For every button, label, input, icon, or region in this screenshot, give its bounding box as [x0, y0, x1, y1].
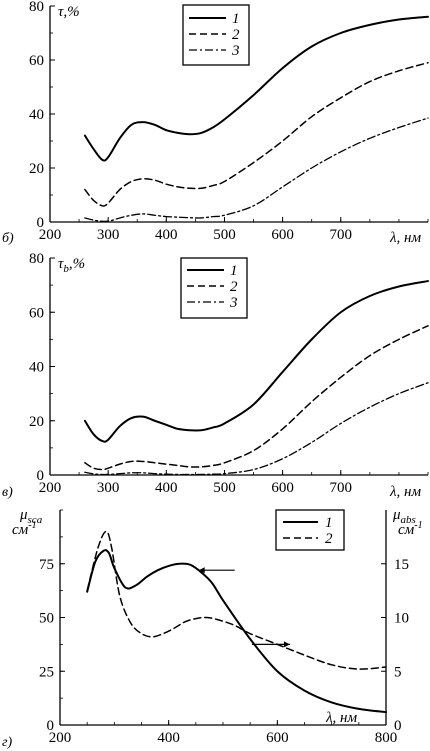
panel-b-x-tick-label: 600 [271, 227, 294, 243]
panel-v-ylabel: τb,% [58, 256, 85, 275]
panel-g-x-tick-label: 600 [266, 730, 289, 746]
panel-v-x-tick-label: 500 [213, 480, 236, 496]
panel-v-y-tick-label: 40 [29, 360, 44, 376]
panel-v-x-tick-label: 400 [155, 480, 178, 496]
panel-v-legend-label-2: 2 [230, 279, 238, 295]
panel-g-y-tick-label: 0 [47, 718, 55, 734]
panel-b-axes: 200 300 400 500 600 700 0 20 40 60 80 [29, 0, 429, 243]
panel-g-legend-label-2: 2 [325, 531, 333, 547]
panel-v-ylabel-main: τ [58, 256, 64, 272]
panel-g-ylabel-left: μsca [19, 507, 43, 526]
panel-g-y-right-tick-label: 0 [394, 718, 402, 734]
panel-v-x-tick-label: 200 [39, 480, 62, 496]
panel-b-ylabel: τ,% [58, 4, 80, 20]
panel-g-ylabel-left-exp: -1 [28, 520, 36, 531]
panel-b-legend-label-3: 3 [231, 43, 240, 59]
panel-g-y-tick-label: 50 [39, 611, 54, 627]
panel-g-series-2-line [86, 530, 387, 670]
panel-b-x-tick-label: 400 [155, 227, 178, 243]
panel-b-x-tick-label: 700 [330, 227, 353, 243]
panel-g-y-tick-label: 25 [39, 664, 54, 680]
panel-v-y-tick-label: 60 [29, 305, 44, 321]
panel-g-ylabel-right-sub: abs [401, 514, 416, 526]
panel-v-ylabel-suffix: ,% [69, 256, 85, 272]
panel-b-legend-label-2: 2 [232, 27, 240, 43]
panel-g-y-right-tick-label: 15 [394, 557, 409, 573]
panel-g-ylabel-left-main: μ [19, 507, 28, 523]
panel-b-series-2-line [84, 61, 429, 207]
panel-g-legend-label-1: 1 [325, 515, 333, 531]
panel-v-legend-box [180, 257, 248, 319]
panel-g-ylabel-left-sub: sca [28, 514, 43, 526]
panel-g-ylabel-left-unit-line: см-1 [12, 520, 37, 538]
panel-g-xlabel: λ, нм [325, 710, 357, 726]
panel-g-series-1-line [86, 549, 387, 714]
panel-v-xlabel: λ, нм [389, 484, 421, 500]
panel-b-legend: 1 2 3 [182, 4, 250, 66]
panel-v-legend-label-1: 1 [230, 263, 238, 279]
panel-g-ylabel-right-exp: -1 [414, 520, 422, 531]
panel-b-x-tick-label: 300 [97, 227, 120, 243]
panel-b-letter: б) [2, 231, 14, 246]
panel-g-legend-box [275, 509, 345, 551]
panel-v-letter: в) [2, 485, 13, 500]
panel-b-series-3-line [84, 117, 429, 223]
panel-v-ylabel-sub: b [63, 263, 69, 275]
panel-b-legend-box [182, 4, 250, 66]
panel-g-arrow-left-head [198, 567, 205, 574]
panel-v: 200 300 400 500 600 700 0 20 40 60 80 в) τb,% λ, н… [2, 251, 429, 500]
panel-b-y-tick-label: 60 [29, 53, 44, 69]
panel-v-x-tick-label: 300 [97, 480, 120, 496]
panel-g-ylabel-left-unit: см [12, 522, 29, 538]
panel-v-legend: 1 2 3 [180, 257, 248, 319]
panel-g-x-tick-label: 400 [157, 730, 180, 746]
panel-v-legend-label-3: 3 [229, 295, 238, 311]
panel-b-y-tick-label: 20 [29, 161, 44, 177]
panel-b-x-tick-label: 200 [39, 227, 62, 243]
panel-g-legend: 1 2 [275, 509, 345, 551]
panel-g-arrow-right-head [283, 641, 290, 648]
panel-b-y-tick-label: 40 [29, 107, 44, 123]
panel-g-x-tick-label: 200 [49, 730, 72, 746]
panel-g-letter: г) [2, 735, 12, 750]
panel-g-ylabel-right-main: μ [392, 507, 401, 523]
panel-g-y-tick-label: 75 [39, 557, 54, 573]
panel-g-x-tick-label: 800 [375, 730, 398, 746]
panel-g-ylabel-right-unit: см [398, 522, 415, 538]
panel-v-x-tick-label: 700 [330, 480, 353, 496]
panel-v-series-2-line [84, 325, 429, 471]
panel-b-y-tick-label: 0 [37, 215, 45, 231]
panel-b-xlabel: λ, нм [389, 230, 421, 246]
panel-v-y-tick-label: 80 [29, 251, 44, 267]
panel-b: 200 300 400 500 600 700 0 20 40 60 80 б) τ,% λ, нм… [2, 0, 429, 246]
panel-v-series-1-line [83, 280, 429, 443]
panel-g-y-right-tick-label: 10 [394, 611, 409, 627]
panel-g-y-right-tick-label: 5 [394, 664, 402, 680]
panel-v-series-3-line [84, 382, 429, 476]
panel-v-axes: 200 300 400 500 600 700 0 20 40 60 80 [29, 251, 429, 496]
panel-v-y-tick-label: 0 [37, 468, 45, 484]
panel-b-legend-label-1: 1 [232, 11, 240, 27]
panel-b-x-tick-label: 500 [213, 227, 236, 243]
panel-v-x-tick-label: 600 [271, 480, 294, 496]
panel-g-ylabel-right: μabs [392, 507, 416, 526]
panel-b-y-tick-label: 80 [29, 0, 44, 15]
panel-b-series-1-line [83, 15, 429, 162]
panel-g-ylabel-right-unit-line: см-1 [398, 520, 423, 538]
panel-v-y-tick-label: 20 [29, 414, 44, 430]
